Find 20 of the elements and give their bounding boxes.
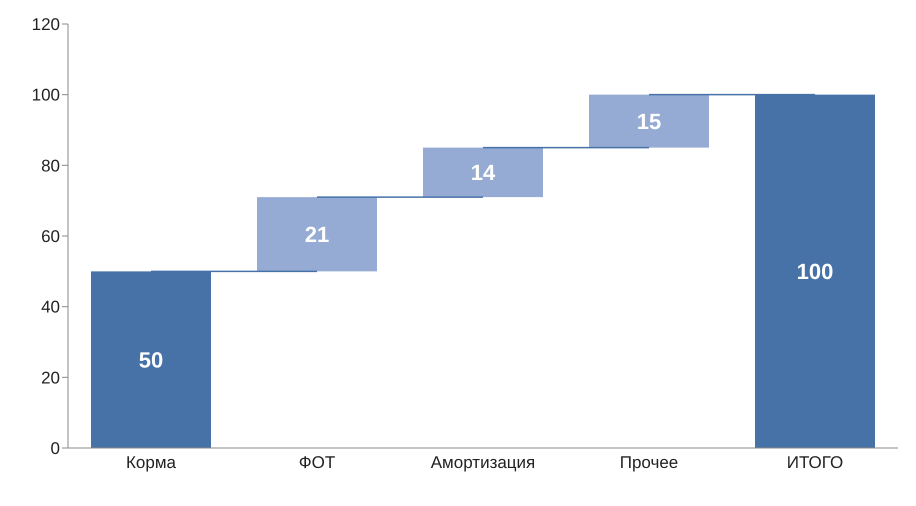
y-tick-label: 20 xyxy=(41,368,60,388)
data-label: 21 xyxy=(304,222,330,248)
y-tick-label: 0 xyxy=(50,439,60,458)
bar xyxy=(589,94,709,148)
x-tick-label: ИТОГО xyxy=(786,453,844,472)
y-tick-label: 60 xyxy=(41,227,60,246)
bar xyxy=(257,197,377,272)
x-tick-label: Прочее xyxy=(620,453,678,472)
data-label: 100 xyxy=(796,259,834,284)
y-tick-label: 120 xyxy=(32,15,60,34)
y-tick-label: 80 xyxy=(41,156,60,176)
data-label: 50 xyxy=(138,347,164,372)
x-tick-label: ФОТ xyxy=(298,453,336,472)
data-label: 15 xyxy=(636,108,662,134)
y-tick-label: 100 xyxy=(32,86,60,105)
y-tick-label: 40 xyxy=(41,298,60,317)
x-tick-label: Корма xyxy=(126,453,177,472)
bar xyxy=(423,148,543,198)
data-label: 14 xyxy=(470,160,496,186)
x-tick-label: Амортизация xyxy=(430,453,536,472)
